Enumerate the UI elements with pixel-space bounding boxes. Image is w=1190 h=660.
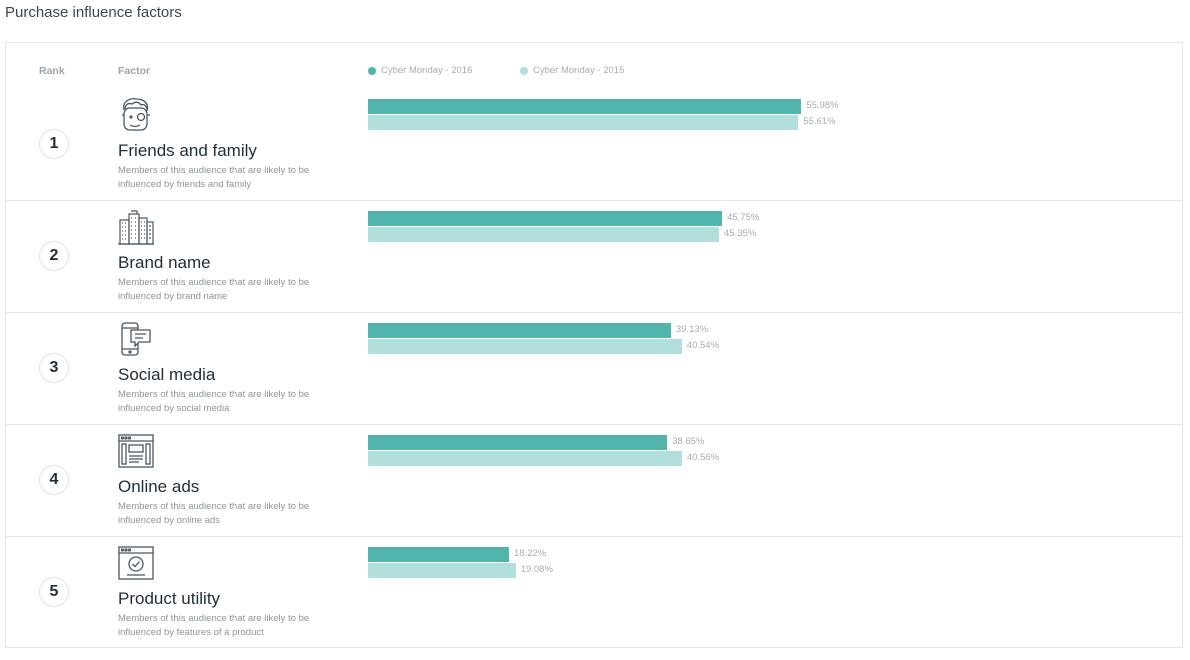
row-divider: [6, 200, 1182, 312]
browser-check-icon: [118, 546, 154, 580]
factor-description: Members of this audience that are likely…: [118, 613, 310, 638]
legend-item-2016[interactable]: Cyber Monday - 2016: [368, 65, 472, 76]
factor-description: Members of this audience that are likely…: [118, 277, 310, 302]
factor-header: Factor: [118, 65, 151, 77]
factor-description: Members of this audience that are likely…: [118, 165, 310, 190]
factors-card: Rank Factor Cyber Monday - 2016 Cyber Mo…: [5, 42, 1183, 648]
bar-2016[interactable]: [368, 99, 802, 114]
bar-value-label: 55.61%: [803, 116, 836, 127]
row-divider: [6, 424, 1182, 536]
bar-2016[interactable]: [368, 435, 668, 450]
friends-icon: [122, 98, 150, 131]
rank-badge: 5: [39, 577, 69, 607]
bar-value-label: 19.08%: [520, 564, 553, 575]
rank-badge: 3: [39, 353, 69, 383]
factor-name: Brand name: [118, 253, 211, 272]
bar-value-label: 39.13%: [675, 324, 709, 335]
bar-2015[interactable]: [368, 563, 516, 578]
buildings-icon: [118, 210, 154, 245]
phone-chat-icon: [121, 322, 151, 356]
bar-value-label: 45.75%: [727, 212, 760, 223]
legend-dot-2015: [520, 66, 528, 75]
rank-header: Rank: [39, 65, 65, 77]
bar-value-label: 45.35%: [724, 228, 757, 239]
bar-2016[interactable]: [368, 323, 671, 338]
bar-2015[interactable]: [368, 227, 719, 242]
row-divider: [6, 536, 1182, 648]
rank-badge: 1: [39, 129, 69, 159]
legend-item-2015[interactable]: Cyber Monday - 2015: [520, 65, 624, 76]
factor-name: Product utility: [118, 589, 221, 608]
bar-value-label: 40.56%: [686, 452, 720, 463]
legend-dot-2016: [368, 66, 376, 75]
bar-2016[interactable]: [368, 211, 723, 226]
page-title: Purchase influence factors: [5, 4, 182, 21]
bar-value-label: 55.98%: [806, 100, 839, 111]
bar-2015[interactable]: [368, 451, 682, 466]
rank-badge: 2: [39, 241, 69, 271]
bar-value-label: 38.65%: [672, 436, 705, 447]
rank-badge: 4: [39, 465, 69, 495]
factor-description: Members of this audience that are likely…: [118, 389, 310, 414]
bar-2015[interactable]: [368, 339, 682, 354]
factor-name: Friends and family: [118, 141, 257, 160]
factor-name: Online ads: [118, 477, 200, 496]
bar-2015[interactable]: [368, 115, 799, 130]
row-divider: [6, 312, 1182, 424]
factor-name: Social media: [118, 365, 216, 384]
bar-value-label: 40.54%: [686, 340, 720, 351]
bar-2016[interactable]: [368, 547, 509, 562]
factor-description: Members of this audience that are likely…: [118, 501, 310, 526]
legend-label-2016: Cyber Monday - 2016: [381, 65, 473, 76]
legend-label-2015: Cyber Monday - 2015: [533, 65, 625, 76]
bar-value-label: 18.22%: [514, 548, 547, 559]
browser-ad-icon: [118, 434, 154, 468]
